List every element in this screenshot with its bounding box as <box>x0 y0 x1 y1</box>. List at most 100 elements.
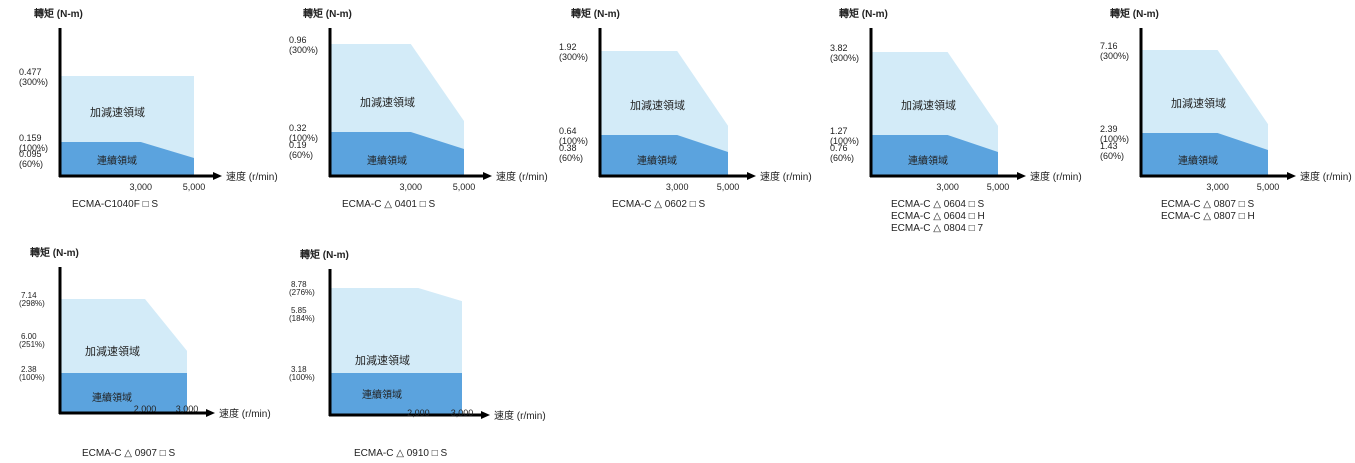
y-axis-title: 轉矩 (N-m) <box>300 248 349 261</box>
y-tick-percent: (300%) <box>1100 51 1129 61</box>
model-name: ECMA-C △ 0604 □ H <box>891 211 985 222</box>
model-name: ECMA-C △ 0807 □ H <box>1161 211 1255 222</box>
continuous-region <box>601 135 728 176</box>
y-tick-label: 2.38 <box>21 365 37 374</box>
continuous-region-label: 連續領域 <box>97 154 137 167</box>
x-axis-arrow-icon <box>481 411 490 419</box>
y-tick-label: 0.38 <box>559 143 577 153</box>
y-axis-title: 轉矩 (N-m) <box>30 246 79 259</box>
continuous-region <box>61 373 187 413</box>
x-axis-arrow-icon <box>483 172 492 180</box>
y-tick-label: 6.00 <box>21 332 37 341</box>
accel-region-label: 加減速領域 <box>355 353 410 367</box>
x-axis-arrow-icon <box>747 172 756 180</box>
y-tick-percent: (276%) <box>289 288 315 297</box>
y-tick-label: 7.14 <box>21 291 37 300</box>
continuous-region <box>61 142 194 176</box>
continuous-region <box>331 132 464 176</box>
x-axis-arrow-icon <box>1017 172 1026 180</box>
model-name: ECMA-C △ 0602 □ S <box>612 199 706 210</box>
x-axis-arrow-icon <box>1287 172 1296 180</box>
y-tick-percent: (60%) <box>830 153 854 163</box>
x-tick-label: 5,000 <box>453 182 476 192</box>
continuous-region-label: 連續領域 <box>362 388 402 401</box>
y-tick-percent: (300%) <box>830 53 859 63</box>
x-tick-label: 2,000 <box>407 408 430 418</box>
y-tick-label: 0.64 <box>559 126 577 136</box>
x-tick-label: 3,000 <box>400 182 423 192</box>
y-tick-label: 1.43 <box>1100 141 1118 151</box>
accel-region-label: 加減速領域 <box>85 344 140 358</box>
y-tick-percent: (60%) <box>289 150 313 160</box>
y-tick-label: 0.159 <box>19 133 42 143</box>
y-tick-percent: (60%) <box>559 153 583 163</box>
y-tick-label: 7.16 <box>1100 41 1118 51</box>
x-tick-label: 3,000 <box>1206 182 1229 192</box>
x-axis-title: 速度 (r/min) <box>1030 170 1082 183</box>
y-tick-percent: (300%) <box>559 52 588 62</box>
y-tick-percent: (300%) <box>289 45 318 55</box>
x-axis-title: 速度 (r/min) <box>219 407 271 420</box>
x-axis-title: 速度 (r/min) <box>494 409 546 422</box>
model-name: ECMA-C △ 0401 □ S <box>342 199 436 210</box>
y-tick-percent: (100%) <box>19 143 48 153</box>
y-tick-percent: (300%) <box>19 77 48 87</box>
y-axis-title: 轉矩 (N-m) <box>34 7 83 20</box>
continuous-region-label: 連續領域 <box>1178 154 1218 167</box>
y-tick-label: 5.85 <box>291 306 307 315</box>
x-tick-label: 5,000 <box>1257 182 1280 192</box>
y-axis-title: 轉矩 (N-m) <box>1110 7 1159 20</box>
x-axis-title: 速度 (r/min) <box>760 170 812 183</box>
y-tick-percent: (251%) <box>19 340 45 349</box>
continuous-region-label: 連續領域 <box>367 154 407 167</box>
y-tick-label: 3.18 <box>291 365 307 374</box>
model-name: ECMA-C △ 0807 □ S <box>1161 199 1255 210</box>
model-name: ECMA-C △ 0804 □ 7 <box>891 223 984 234</box>
continuous-region-label: 連續領域 <box>908 154 948 167</box>
continuous-region <box>1142 133 1268 176</box>
accel-region-label: 加減速領域 <box>360 95 415 109</box>
x-axis-title: 速度 (r/min) <box>1300 170 1352 183</box>
x-tick-label: 3,000 <box>451 408 474 418</box>
accel-region-label: 加減速領域 <box>901 98 956 112</box>
y-tick-label: 0.095 <box>19 149 42 159</box>
y-axis-title: 轉矩 (N-m) <box>303 7 352 20</box>
y-tick-percent: (100%) <box>1100 134 1129 144</box>
y-tick-label: 0.76 <box>830 143 848 153</box>
y-tick-label: 0.19 <box>289 140 307 150</box>
y-tick-label: 0.477 <box>19 67 42 77</box>
y-tick-percent: (100%) <box>289 373 315 382</box>
y-axis-title: 轉矩 (N-m) <box>839 7 888 20</box>
model-name: ECMA-C △ 0604 □ S <box>891 199 985 210</box>
x-axis-arrow-icon <box>213 172 222 180</box>
x-tick-label: 5,000 <box>183 182 206 192</box>
model-name: ECMA-C △ 0907 □ S <box>82 448 176 459</box>
y-tick-label: 8.78 <box>291 280 307 289</box>
x-tick-label: 3,000 <box>130 182 153 192</box>
x-tick-label: 3,000 <box>176 404 199 414</box>
y-tick-percent: (100%) <box>830 136 859 146</box>
x-tick-label: 2,000 <box>134 404 157 414</box>
accel-region-label: 加減速領域 <box>630 98 685 112</box>
x-tick-label: 5,000 <box>987 182 1010 192</box>
continuous-region <box>331 373 462 415</box>
x-axis-title: 速度 (r/min) <box>226 170 278 183</box>
continuous-region-label: 連續領域 <box>92 391 132 404</box>
y-tick-label: 3.82 <box>830 43 848 53</box>
y-tick-percent: (298%) <box>19 299 45 308</box>
continuous-region <box>872 135 998 176</box>
accel-region-label: 加減速領域 <box>1171 96 1226 110</box>
y-tick-percent: (100%) <box>289 133 318 143</box>
model-name: ECMA-C1040F □ S <box>72 199 158 210</box>
y-tick-percent: (60%) <box>1100 151 1124 161</box>
y-tick-label: 1.92 <box>559 42 577 52</box>
x-tick-label: 3,000 <box>666 182 689 192</box>
